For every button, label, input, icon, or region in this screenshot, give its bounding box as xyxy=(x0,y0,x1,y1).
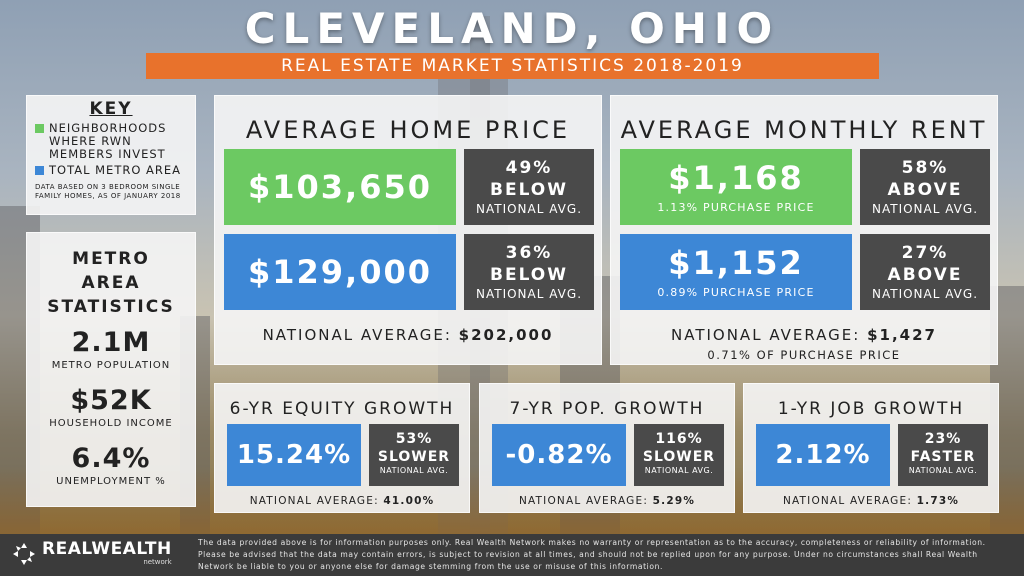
equity-growth-panel: 6-YR EQUITY GROWTH 15.24% 53% SLOWER NAT… xyxy=(214,383,470,513)
metro-population-label: METRO POPULATION xyxy=(51,360,171,371)
home-price-title: AVERAGE HOME PRICE xyxy=(245,116,571,144)
national-value: 41.00% xyxy=(383,495,435,507)
home-price-rwn-box: $103,650 xyxy=(224,149,456,225)
metro-heading: METRO AREA STATISTICS xyxy=(47,249,175,317)
disclaimer: The data provided above is for informati… xyxy=(198,538,986,571)
compare-percent: 116% xyxy=(655,431,703,447)
compare-label: NATIONAL AVG. xyxy=(871,287,979,301)
population-growth-value: -0.82% xyxy=(505,440,613,470)
population-national: NATIONAL AVERAGE: 5.29% xyxy=(480,495,734,507)
population-growth-compare: 116% SLOWER NATIONAL AVG. xyxy=(634,424,724,486)
job-growth-title: 1-YR JOB GROWTH xyxy=(777,399,965,419)
page-title: CLEVELAND, OHIO xyxy=(244,4,780,53)
equity-national: NATIONAL AVERAGE: 41.00% xyxy=(215,495,469,507)
national-label: NATIONAL AVERAGE: xyxy=(671,326,861,344)
national-value: 1.73% xyxy=(916,495,960,507)
job-growth-value: 2.12% xyxy=(775,440,871,470)
job-growth-box: 2.12% xyxy=(756,424,890,486)
metro-population-value: 2.1M xyxy=(71,327,151,358)
key-item-label: NEIGHBORHOODS WHERE RWN MEMBERS INVEST xyxy=(49,121,167,161)
population-growth-title: 7-YR POP. GROWTH xyxy=(509,399,705,419)
national-value: 5.29% xyxy=(652,495,696,507)
realwealth-logo-icon xyxy=(13,542,35,565)
realwealth-logo: REALWEALTH network xyxy=(12,541,172,566)
rent-metro-value: $1,152 xyxy=(668,244,804,282)
job-growth-panel: 1-YR JOB GROWTH 2.12% 23% FASTER NATIONA… xyxy=(743,383,999,513)
compare-percent: 23% xyxy=(924,431,962,447)
compare-direction: SLOWER xyxy=(377,449,451,465)
rent-national: NATIONAL AVERAGE: $1,427 xyxy=(611,326,997,344)
compare-percent: 36% xyxy=(505,243,553,263)
rent-metro-box: $1,152 0.89% PURCHASE PRICE xyxy=(620,234,852,310)
key-title: KEY xyxy=(89,99,133,119)
key-item-neighborhoods: NEIGHBORHOODS WHERE RWN MEMBERS INVEST xyxy=(35,122,195,161)
key-note: DATA BASED ON 3 BEDROOM SINGLE FAMILY HO… xyxy=(35,183,181,200)
national-value: $202,000 xyxy=(458,326,554,344)
population-growth-box: -0.82% xyxy=(492,424,626,486)
rent-panel: AVERAGE MONTHLY RENT $1,168 1.13% PURCHA… xyxy=(610,95,998,365)
compare-label: NATIONAL AVG. xyxy=(871,202,979,216)
compare-percent: 58% xyxy=(901,158,949,178)
home-price-metro-compare: 36% BELOW NATIONAL AVG. xyxy=(464,234,594,310)
national-label: NATIONAL AVERAGE: xyxy=(262,326,452,344)
compare-label: NATIONAL AVG. xyxy=(908,466,978,475)
rent-rwn-value: $1,168 xyxy=(668,159,804,197)
home-price-rwn-compare: 49% BELOW NATIONAL AVG. xyxy=(464,149,594,225)
compare-direction: FASTER xyxy=(910,449,976,465)
compare-label: NATIONAL AVG. xyxy=(475,202,583,216)
compare-label: NATIONAL AVG. xyxy=(644,466,714,475)
national-label: NATIONAL AVERAGE: xyxy=(249,495,379,507)
footer: REALWEALTH network The data provided abo… xyxy=(0,534,1024,576)
home-price-rwn-value: $103,650 xyxy=(247,168,432,206)
rent-rwn-sub: 1.13% PURCHASE PRICE xyxy=(657,201,815,214)
logo-name: REALWEALTH xyxy=(42,539,172,559)
blue-swatch xyxy=(35,166,44,175)
household-income-value: $52K xyxy=(70,385,152,416)
compare-label: NATIONAL AVG. xyxy=(379,466,449,475)
equity-growth-compare: 53% SLOWER NATIONAL AVG. xyxy=(369,424,459,486)
job-growth-compare: 23% FASTER NATIONAL AVG. xyxy=(898,424,988,486)
population-growth-panel: 7-YR POP. GROWTH -0.82% 116% SLOWER NATI… xyxy=(479,383,735,513)
page-subtitle: REAL ESTATE MARKET STATISTICS 2018-2019 xyxy=(146,53,879,79)
home-price-panel: AVERAGE HOME PRICE $103,650 49% BELOW NA… xyxy=(214,95,602,365)
equity-growth-box: 15.24% xyxy=(227,424,361,486)
home-price-national: NATIONAL AVERAGE: $202,000 xyxy=(215,326,601,344)
compare-direction: ABOVE xyxy=(887,180,963,200)
job-national: NATIONAL AVERAGE: 1.73% xyxy=(744,495,998,507)
equity-growth-value: 15.24% xyxy=(236,440,352,470)
rent-metro-compare: 27% ABOVE NATIONAL AVG. xyxy=(860,234,990,310)
compare-direction: BELOW xyxy=(490,180,568,200)
key-item-metro: TOTAL METRO AREA xyxy=(35,164,195,177)
national-value: $1,427 xyxy=(867,326,937,344)
rent-metro-sub: 0.89% PURCHASE PRICE xyxy=(657,286,815,299)
rent-rwn-box: $1,168 1.13% PURCHASE PRICE xyxy=(620,149,852,225)
unemployment-label: UNEMPLOYMENT % xyxy=(56,476,166,487)
national-label: NATIONAL AVERAGE: xyxy=(518,495,649,507)
green-swatch xyxy=(35,124,44,133)
rent-rwn-compare: 58% ABOVE NATIONAL AVG. xyxy=(860,149,990,225)
compare-direction: BELOW xyxy=(490,265,568,285)
unemployment-value: 6.4% xyxy=(71,443,151,474)
compare-percent: 49% xyxy=(505,158,553,178)
national-label: NATIONAL AVERAGE: xyxy=(782,495,913,507)
home-price-metro-value: $129,000 xyxy=(247,253,432,291)
key-panel: KEY NEIGHBORHOODS WHERE RWN MEMBERS INVE… xyxy=(26,95,196,215)
home-price-metro-box: $129,000 xyxy=(224,234,456,310)
compare-direction: ABOVE xyxy=(887,265,963,285)
compare-percent: 27% xyxy=(901,243,949,263)
rent-national-sub: 0.71% OF PURCHASE PRICE xyxy=(707,348,901,362)
rent-title: AVERAGE MONTHLY RENT xyxy=(620,116,988,144)
equity-growth-title: 6-YR EQUITY GROWTH xyxy=(229,399,455,419)
key-item-label: TOTAL METRO AREA xyxy=(49,163,182,177)
household-income-label: HOUSEHOLD INCOME xyxy=(49,418,173,429)
metro-stats-panel: METRO AREA STATISTICS 2.1M METRO POPULAT… xyxy=(26,232,196,507)
compare-percent: 53% xyxy=(395,431,433,447)
compare-direction: SLOWER xyxy=(642,449,716,465)
compare-label: NATIONAL AVG. xyxy=(475,287,583,301)
logo-sub: network xyxy=(143,558,172,566)
